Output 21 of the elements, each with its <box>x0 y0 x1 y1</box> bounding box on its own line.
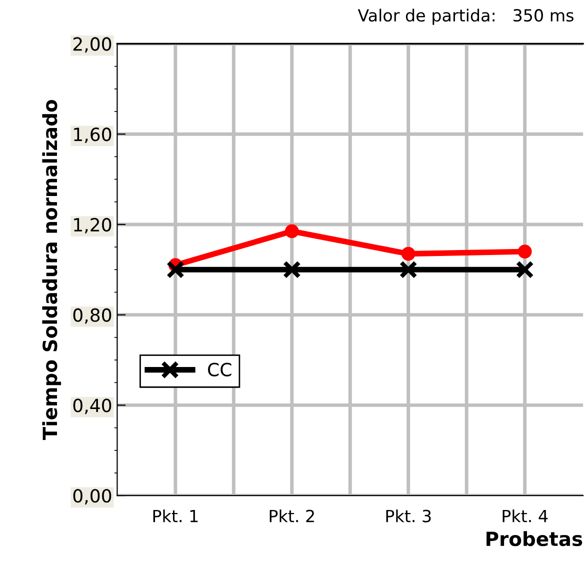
y-tick-label: 1,60 <box>74 128 112 144</box>
point <box>282 260 301 279</box>
x-tick-label: Pkt. 2 <box>270 509 314 522</box>
point <box>518 244 532 259</box>
x-tick-label: Pkt. 1 <box>153 509 198 522</box>
point <box>284 224 299 238</box>
x-tick-label: Pkt. 4 <box>502 509 548 522</box>
y-tick-label: 0,80 <box>73 308 112 324</box>
legend-label: CC <box>208 362 232 376</box>
x-axis-title: Probetas <box>486 531 582 546</box>
point <box>516 260 534 279</box>
y-tick-label: 1,20 <box>74 218 112 234</box>
point <box>399 260 418 279</box>
x-tick-label: Pkt. 3 <box>386 509 431 522</box>
point <box>401 246 416 261</box>
y-tick-label: 2,00 <box>73 37 112 53</box>
text: Valor de partida: 350 ms <box>358 8 574 25</box>
y-tick-label: 0,40 <box>73 398 112 414</box>
y-tick-label: 0,00 <box>73 489 112 505</box>
point <box>166 260 184 279</box>
y-axis-title: Tiempo Soldadura normalizado <box>42 100 62 440</box>
